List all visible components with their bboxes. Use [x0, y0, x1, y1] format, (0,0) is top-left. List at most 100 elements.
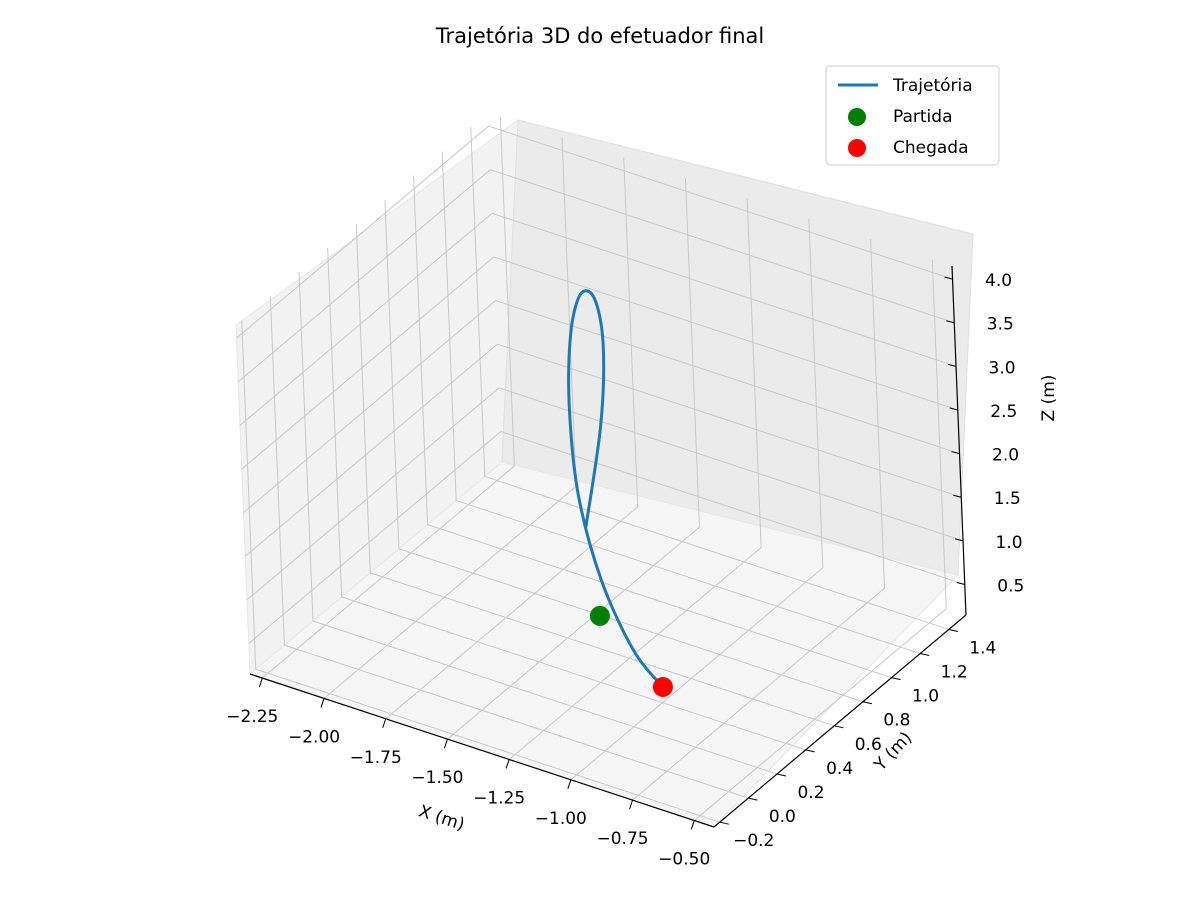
x-grid-back-7: [931, 259, 947, 609]
chart-title: Trajetória 3D do efetuador final: [435, 24, 765, 48]
x-tick-label-5: −1.00: [535, 809, 587, 829]
z-tick-label-3: 2.0: [992, 446, 1019, 466]
z-tick-3: [951, 451, 960, 455]
y-tick-label-7: 1.2: [941, 663, 968, 683]
y-grid-left-4: [355, 223, 371, 573]
y-tick-label-6: 1.0: [912, 687, 939, 707]
y-grid-floor-5: [398, 548, 864, 703]
x-tick-7: [690, 820, 695, 830]
x-grid-floor-1: [323, 486, 577, 699]
z-grid-left-1: [246, 387, 500, 601]
z-tick-7: [944, 276, 953, 280]
legend-item-chegada: Chegada: [893, 138, 969, 158]
z-tick-5: [947, 363, 957, 367]
y-tick-5: [862, 701, 873, 705]
y-tick-3: [805, 749, 815, 753]
z-tick-label-1: 1.0: [996, 533, 1023, 553]
x-tick-3: [443, 738, 448, 749]
x-tick-label-3: −1.50: [411, 768, 463, 788]
y-tick-label-0: −0.2: [733, 831, 774, 851]
z-grid-back-1: [498, 387, 964, 542]
tick-labels: −2.25 −2.00 −1.75 −1.50 −1.25 −1.00 −0.75 −0.50…: [226, 271, 1024, 869]
y-grid-left-7: [441, 151, 457, 501]
y-tick-label-5: 0.8: [883, 711, 910, 731]
z-tick-label-7: 4.0: [985, 271, 1012, 291]
z-grid-back-4: [493, 256, 958, 411]
x-axis-line: [249, 673, 715, 828]
y-grid-floor-0: [255, 668, 720, 823]
y-grid-left-8: [470, 127, 486, 477]
x-tick-label-7: −0.50: [658, 849, 710, 869]
y-grid-left-1: [269, 296, 285, 646]
y-tick-8: [948, 628, 958, 632]
legend: Trajetória Partida Chegada: [825, 65, 1000, 166]
x-tick-label-1: −2.00: [288, 727, 340, 747]
z-grid-left-3: [243, 300, 496, 513]
y-grid-floor-4: [370, 572, 835, 727]
y-grid-floor-8: [484, 475, 949, 630]
y-tick-label-4: 0.6: [855, 735, 882, 755]
z-tick-label-6: 3.5: [987, 315, 1014, 335]
z-grid-back-5: [491, 212, 957, 367]
x-tick-label-6: −0.75: [596, 829, 648, 849]
z-grid-left-2: [244, 343, 498, 557]
y-grid-left-2: [298, 271, 314, 622]
y-tick-label-1: 0.0: [769, 807, 796, 827]
x-grid-floor-5: [570, 567, 824, 781]
z-tick-0: [956, 581, 965, 585]
data-marks: [567, 289, 673, 697]
legend-box: [825, 65, 1000, 166]
legend-item-partida: Partida: [893, 107, 953, 127]
series-line-0: [567, 289, 665, 689]
z-grid-left-6: [237, 169, 491, 383]
grid-lines: [236, 117, 965, 823]
y-tick-label-2: 0.2: [797, 783, 824, 803]
x-grid-floor-0: [262, 465, 515, 679]
x-grid-back-5: [808, 218, 824, 568]
x-tick-label-0: −2.25: [226, 707, 278, 727]
x-grid-floor-6: [632, 587, 885, 801]
x-grid-back-4: [746, 198, 762, 548]
z-grid-left-0: [248, 431, 502, 644]
y-tick-label-8: 1.4: [969, 638, 996, 658]
x-grid-back-6: [870, 239, 886, 589]
axes: [249, 265, 967, 830]
x-tick-2: [382, 718, 387, 728]
x-grid-floor-2: [385, 506, 639, 720]
z-tick-label-5: 3.0: [989, 358, 1016, 378]
z-grid-back-2: [497, 343, 962, 498]
legend-marker-chegada: [848, 139, 866, 157]
x-tick-label-2: −1.75: [350, 748, 402, 768]
x-tick-0: [258, 677, 263, 688]
legend-item-trajetoria: Trajetória: [892, 76, 973, 96]
x-grid-back-1: [561, 137, 577, 487]
x-tick-1: [320, 698, 325, 708]
z-grid-back-6: [490, 169, 955, 324]
x-axis-label: X (m): [416, 801, 467, 835]
y-grid-left-0: [241, 320, 257, 670]
x-tick-label-4: −1.25: [473, 788, 525, 808]
y-axis-line: [713, 614, 967, 828]
z-tick-4: [949, 407, 958, 411]
x-tick-4: [505, 759, 510, 769]
y-grid-floor-6: [427, 524, 892, 679]
x-tick-5: [567, 779, 572, 789]
series-point-2-0: [652, 676, 673, 697]
y-grid-floor-2: [312, 620, 778, 775]
z-tick-label-0: 0.5: [997, 576, 1024, 596]
series-point-1-0: [589, 605, 610, 626]
y-tick-label-3: 0.4: [826, 759, 853, 779]
y-grid-floor-3: [341, 596, 806, 751]
x-grid-floor-3: [447, 526, 700, 740]
y-grid-left-6: [413, 175, 429, 525]
y-tick-1: [748, 797, 758, 801]
z-tick-6: [946, 320, 955, 324]
y-tick-7: [920, 653, 930, 657]
x-tick-6: [629, 799, 634, 810]
y-grid-floor-7: [456, 500, 921, 655]
z-grid-back-7: [488, 125, 953, 280]
z-tick-1: [954, 538, 964, 542]
y-tick-4: [834, 725, 844, 729]
y-tick-0: [719, 821, 729, 825]
y-tick-6: [891, 677, 901, 681]
